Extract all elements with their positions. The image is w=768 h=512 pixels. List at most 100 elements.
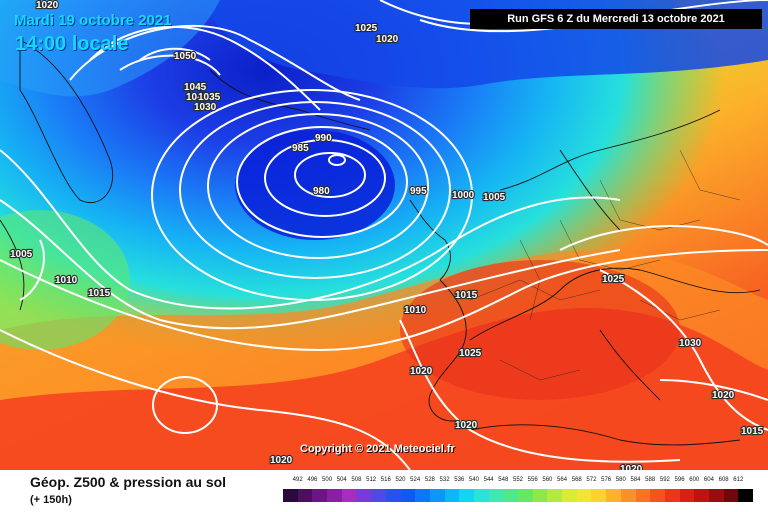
- weather-map: 1020 1050 1045 1040 1035 1030 1025 1020 …: [0, 0, 768, 470]
- legend-tick: 568: [571, 477, 582, 483]
- legend-swatch: [503, 489, 518, 502]
- isobar-label: 1005: [10, 249, 33, 260]
- legend-tick: 520: [395, 477, 406, 483]
- legend-tick: 572: [586, 477, 597, 483]
- legend-swatch: [723, 489, 739, 502]
- legend-swatch: [532, 489, 548, 502]
- legend-tick: 600: [689, 477, 700, 483]
- legend-tick: 536: [454, 477, 465, 483]
- legend-tick: 560: [542, 477, 553, 483]
- west-green: [0, 210, 130, 350]
- legend-tick: 544: [483, 477, 494, 483]
- legend-swatch: [444, 489, 460, 502]
- legend-tick: 504: [336, 477, 347, 483]
- legend-tick: 584: [630, 477, 641, 483]
- copyright-text: Copyright © 2021 Meteociel.fr: [300, 443, 455, 455]
- legend-swatch: [356, 489, 372, 502]
- isobar-label: 1020: [376, 34, 399, 45]
- isobar-label: 1020: [410, 366, 433, 377]
- isobar-label: 1010: [55, 275, 78, 286]
- legend-swatch: [576, 489, 592, 502]
- legend-swatch: [591, 489, 607, 502]
- forecast-hour: (+ 150h): [30, 494, 72, 506]
- isobar-label: 1030: [194, 102, 217, 113]
- legend-tick: 564: [557, 477, 568, 483]
- geopotential-map-svg: 1020 1050 1045 1040 1035 1030 1025 1020 …: [0, 0, 768, 470]
- legend-tick: 604: [703, 477, 714, 483]
- legend-tick: 492: [292, 477, 303, 483]
- legend-swatch: [473, 489, 489, 502]
- isobar-label: 1025: [459, 348, 482, 359]
- legend-tick: 516: [380, 477, 391, 483]
- legend-color-bar: [283, 489, 753, 502]
- isobar-label: 995: [410, 186, 427, 197]
- isobar-label: 1020: [712, 390, 735, 401]
- legend-swatch: [708, 489, 724, 502]
- legend-tick: 524: [410, 477, 421, 483]
- isobar-label: 1025: [355, 23, 378, 34]
- isobar-label: 1040: [186, 92, 209, 103]
- legend-swatch: [694, 489, 709, 502]
- isobar-label: 1020: [620, 464, 643, 470]
- legend-swatch: [518, 489, 533, 502]
- isobars: [0, 0, 768, 470]
- isobar-label: 1000: [452, 190, 475, 201]
- forecast-time: 14:00 locale: [15, 33, 129, 55]
- isobar-label: 1010: [404, 305, 427, 316]
- legend-tick: 576: [601, 477, 612, 483]
- isobar-label: 1015: [88, 288, 111, 299]
- legend-tick: 508: [351, 477, 362, 483]
- legend-tick: 580: [615, 477, 626, 483]
- legend-swatch: [679, 489, 695, 502]
- map-parameter-title: Géop. Z500 & pression au sol: [30, 474, 227, 490]
- isobar-label: 985: [292, 143, 309, 154]
- legend-swatch: [283, 489, 298, 502]
- isobar-label: 1050: [174, 51, 197, 62]
- run-info: Run GFS 6 Z du Mercredi 13 octobre 2021: [470, 9, 762, 29]
- legend-tick: 596: [674, 477, 685, 483]
- legend-swatch: [297, 489, 313, 502]
- legend-swatch: [547, 489, 563, 502]
- legend-swatch: [385, 489, 401, 502]
- isobar-label: 990: [315, 133, 332, 144]
- legend-swatch: [562, 489, 577, 502]
- isobar-label: 980: [313, 186, 330, 197]
- isobar-label: 1015: [741, 426, 764, 437]
- isobar-labels: 1020 1050 1045 1040 1035 1030 1025 1020 …: [9, 0, 765, 470]
- legend-swatch: [664, 489, 680, 502]
- forecast-date: Mardi 19 octobre 2021: [14, 12, 172, 29]
- legend-tick: 532: [439, 477, 450, 483]
- legend-tick: 548: [498, 477, 509, 483]
- legend-swatch: [400, 489, 416, 502]
- legend-swatch: [738, 489, 753, 502]
- legend-swatch: [459, 489, 474, 502]
- legend-tick: 512: [366, 477, 377, 483]
- isobar-label: 1025: [602, 274, 625, 285]
- legend-swatch: [488, 489, 504, 502]
- color-legend: 492 496 500 504 508 512 516 520 524 528 532 536 540 5…: [283, 477, 753, 509]
- legend-tick-labels: 492 496 500 504 508 512 516 520 524 528 532 536 540 5…: [283, 477, 753, 488]
- legend-swatch: [620, 489, 636, 502]
- legend-tick: 540: [468, 477, 479, 483]
- ridge-core: [400, 260, 680, 400]
- low-core: [235, 130, 395, 240]
- isobar-label: 1020: [455, 420, 478, 431]
- legend-swatch: [415, 489, 430, 502]
- legend-swatch: [312, 489, 328, 502]
- isobar-label: 1030: [679, 338, 702, 349]
- isobar-label: 1015: [455, 290, 478, 301]
- legend-swatch: [327, 489, 342, 502]
- legend-tick: 592: [659, 477, 670, 483]
- legend-tick: 552: [512, 477, 523, 483]
- footer-bar: Géop. Z500 & pression au sol (+ 150h) 49…: [0, 470, 768, 512]
- legend-swatch: [371, 489, 386, 502]
- legend-swatch: [341, 489, 357, 502]
- legend-swatch: [650, 489, 665, 502]
- legend-swatch: [606, 489, 621, 502]
- legend-tick: 528: [424, 477, 435, 483]
- legend-tick: 612: [733, 477, 744, 483]
- isobar-label: 1005: [483, 192, 506, 203]
- isobar-label: 1020: [36, 0, 59, 11]
- legend-swatch: [429, 489, 445, 502]
- legend-tick: 588: [645, 477, 656, 483]
